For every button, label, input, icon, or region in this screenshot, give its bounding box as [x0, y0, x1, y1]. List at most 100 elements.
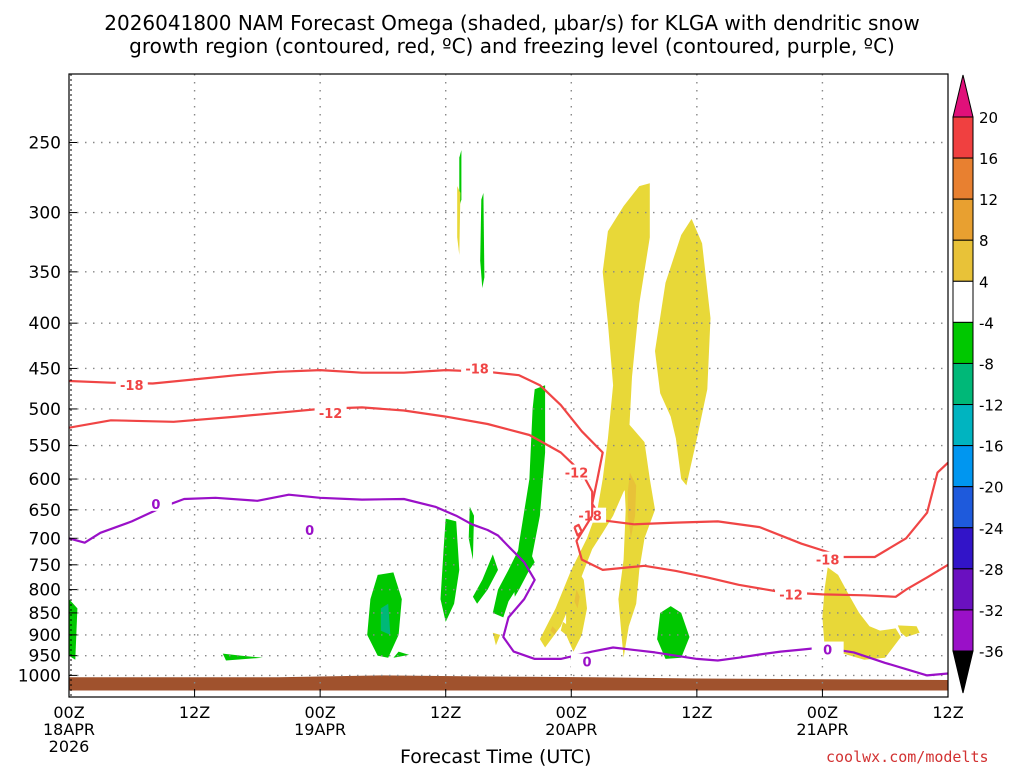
colorbar-tick-11: -28: [979, 561, 1004, 579]
contour-label--12-2: -12: [779, 588, 803, 603]
y-tick-label-450: 450: [29, 359, 61, 379]
contour-label-bg--18-1: [461, 360, 494, 376]
y-tick-label-850: 850: [29, 604, 61, 624]
colorbar-tick-2: 12: [979, 191, 998, 209]
y-tick-label-400: 400: [29, 314, 61, 334]
y-axis-ticks: 2503003504004505005506006507007508008509…: [18, 134, 77, 686]
y-tick-label-800: 800: [29, 581, 61, 601]
contour-label--12-1: -12: [565, 467, 589, 482]
colorbar-block-3: [952, 239, 974, 282]
y-tick-label-550: 550: [29, 437, 61, 457]
colorbar-bottom-arrow: [952, 650, 974, 694]
omega-region--4to-8-9: [657, 606, 690, 659]
x-tick-label-line2-48: 20APR: [545, 720, 597, 739]
contour--12: [69, 406, 948, 598]
contour-label-bg-0-0: [139, 495, 172, 511]
omega-region-8to12-2: [550, 626, 557, 635]
y-tick-label-300: 300: [29, 204, 61, 224]
colorbar-tick-12: -32: [979, 602, 1004, 620]
x-tick-label-line1-24: 00Z: [304, 703, 335, 722]
colorbar-block-6: [952, 362, 974, 406]
colorbar-tick-13: -36: [979, 643, 1004, 661]
omega-region-4to8-5: [822, 567, 901, 660]
x-tick-label-line3-0: 2026: [49, 737, 90, 756]
y-tick-label-650: 650: [29, 501, 61, 521]
colorbar-top-arrow: [952, 74, 974, 118]
omega-region-ground-0: [69, 675, 948, 691]
colorbar-tick-9: -20: [979, 479, 1004, 497]
contour-label--18-0: -18: [120, 379, 144, 394]
contour-label-0-2: 0: [582, 656, 591, 671]
contour-label-bg--18-2: [811, 551, 844, 567]
omega-region-4to8-9: [560, 621, 570, 635]
y-tick-label-1000: 1000: [18, 666, 61, 686]
omega-region--4to-8-8: [480, 192, 485, 288]
colorbar-block-5: [952, 321, 974, 364]
colorbar-tick-5: -4: [979, 314, 994, 332]
contour--18: [69, 369, 948, 559]
colorbar-block-12: [952, 609, 974, 652]
omega-region--4to-8-1: [492, 538, 535, 618]
omega-region-4to8-2: [613, 397, 624, 432]
colorbar-tick-10: -24: [979, 520, 1004, 538]
credit-link[interactable]: coolwx.com/modelts: [826, 748, 989, 766]
contour-label-bg--12-1: [560, 464, 593, 480]
omega-region-4to8-8: [492, 632, 501, 646]
colorbar-tick-8: -16: [979, 438, 1004, 456]
x-tick-label-line1-12: 12Z: [179, 703, 210, 722]
omega-region--4to-8-3: [468, 506, 474, 560]
colorbar-tick-7: -12: [979, 397, 1004, 415]
omega-region-4to8-7: [457, 186, 461, 255]
y-tick-label-750: 750: [29, 556, 61, 576]
plot-frame: [68, 73, 949, 698]
y-tick-label-350: 350: [29, 263, 61, 283]
omega-region-4to8-1: [618, 424, 655, 658]
omega-region--4to-8-2: [472, 554, 498, 604]
y-tick-label-900: 900: [29, 626, 61, 646]
colorbar-block-4: [952, 280, 974, 323]
colorbar-block-8: [952, 445, 974, 488]
x-tick-label-line2-24: 19APR: [294, 720, 346, 739]
contour-label-bg-0-3: [811, 641, 844, 657]
contour-label-bg-0-1: [293, 521, 326, 537]
omega-region-8to12-1: [574, 589, 580, 609]
omega-region--8to-12-0: [380, 603, 391, 635]
omega-shading: [69, 150, 948, 691]
omega-region--4to-8-4: [440, 518, 460, 622]
contour-label-0-0: 0: [151, 498, 160, 513]
plot-border: [68, 73, 949, 698]
colorbar-tick-0: 20: [979, 109, 998, 127]
colorbar-block-7: [952, 404, 974, 447]
contour-label--12-0: -12: [319, 407, 343, 422]
omega-region-8to12-0: [627, 472, 637, 539]
colorbar-block-2: [952, 198, 974, 241]
contour-label-bg--12-2: [775, 586, 808, 602]
colorbar: 20 16 12 8 4 -4 -8 -12 -16 -20 -24 -28 -32 -36: [952, 74, 1004, 694]
x-tick-label-line1-36: 12Z: [430, 703, 461, 722]
colorbar-block-0: [952, 116, 974, 159]
colorbar-tick-3: 8: [979, 232, 989, 250]
x-tick-label-line2-0: 18APR: [43, 720, 95, 739]
grid-lines: [69, 74, 948, 697]
y-tick-label-600: 600: [29, 470, 61, 490]
y-tick-label-250: 250: [29, 134, 61, 154]
colorbar-block-1: [952, 157, 974, 200]
omega-region--4to-8-11: [222, 653, 263, 661]
x-tick-label-line1-84: 12Z: [932, 703, 963, 722]
colorbar-tick-1: 16: [979, 150, 998, 168]
contour-label-bg--12-0: [314, 404, 347, 420]
omega-region-4to8-0: [539, 183, 650, 648]
colorbar-tick-4: 4: [979, 273, 989, 291]
omega-region--4to-8-6: [393, 651, 410, 658]
x-tick-label-line2-72: 21APR: [796, 720, 848, 739]
x-tick-label-line1-72: 00Z: [807, 703, 838, 722]
y-tick-label-950: 950: [29, 647, 61, 667]
contour-label-0-3: 0: [823, 644, 832, 659]
chart-title-line2: growth region (contoured, red, ºC) and f…: [129, 34, 895, 58]
x-axis-label: Forecast Time (UTC): [400, 746, 592, 768]
contour-label--18-1: -18: [465, 362, 489, 377]
contour-label-bg--18-0: [115, 377, 148, 393]
contour-0: [69, 493, 948, 677]
contour-label-bg-0-2: [570, 653, 603, 669]
